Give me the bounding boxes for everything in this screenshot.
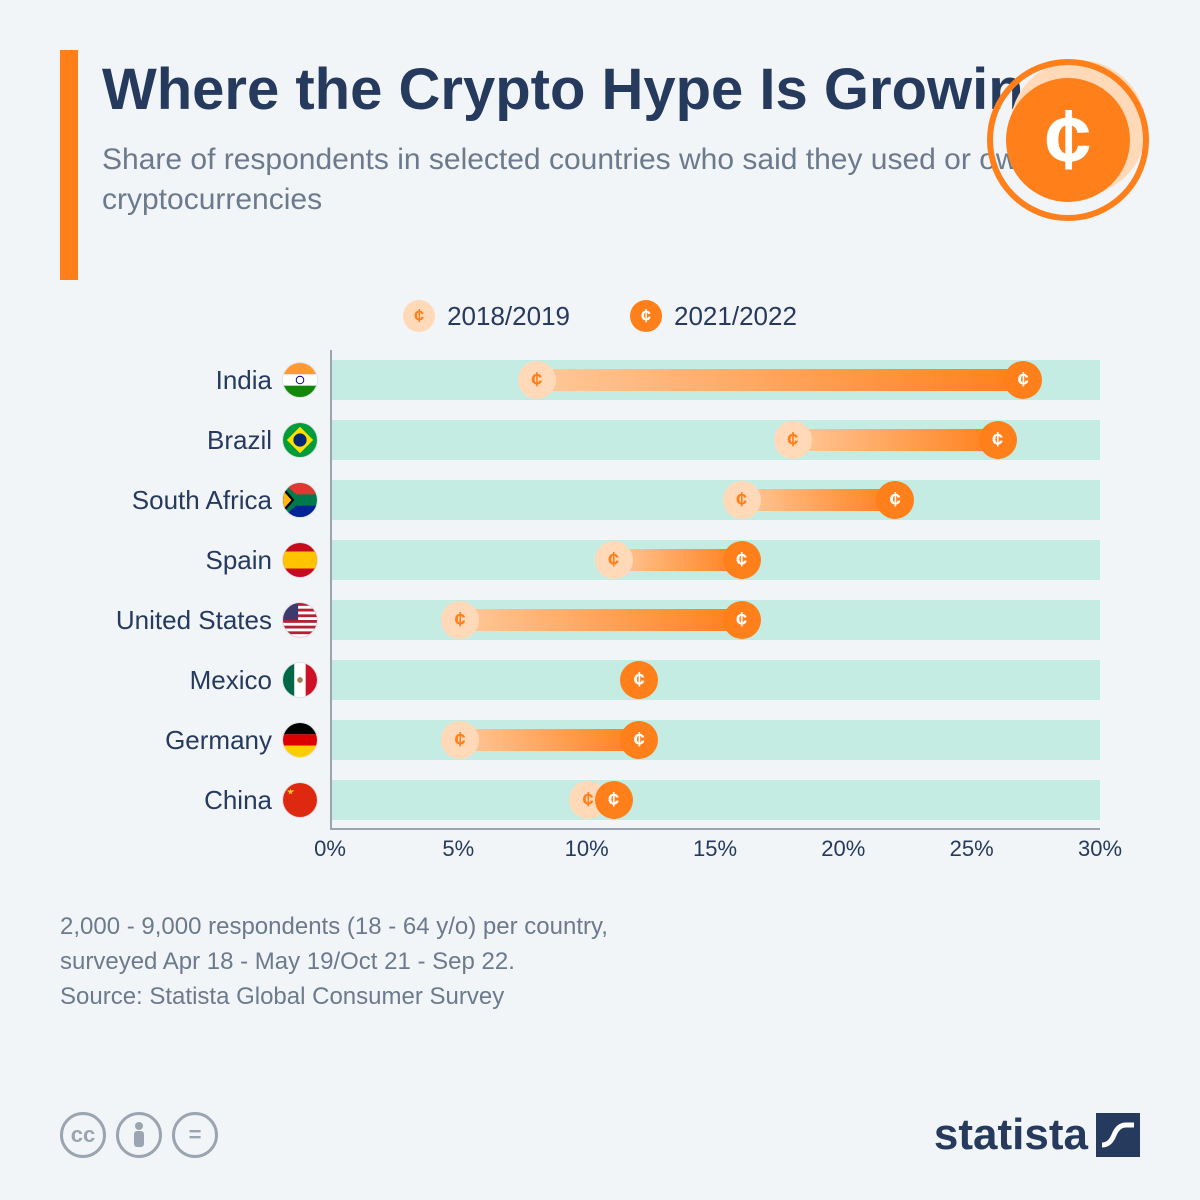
svg-text:¢: ¢: [1045, 92, 1092, 186]
marker-period1: ¢: [441, 601, 479, 639]
crypto-coin-icon: ¢: [970, 50, 1150, 230]
by-icon: [116, 1112, 162, 1158]
flag-icon: [282, 782, 318, 818]
marker-period2: ¢: [723, 601, 761, 639]
flag-icon: [282, 542, 318, 578]
flag-icon: [282, 722, 318, 758]
footnote: 2,000 - 9,000 respondents (18 - 64 y/o) …: [60, 910, 1140, 1014]
legend: ¢ 2018/2019 ¢ 2021/2022: [60, 300, 1140, 332]
connector-bar: [460, 609, 742, 631]
country-label: South Africa: [62, 480, 272, 520]
coin-icon: ¢: [630, 300, 662, 332]
footnote-line: 2,000 - 9,000 respondents (18 - 64 y/o) …: [60, 910, 1140, 945]
chart-row: Spain¢¢: [332, 540, 1100, 580]
dumbbell-chart: India¢¢Brazil¢¢South Africa¢¢Spain¢¢Unit…: [330, 350, 1100, 880]
footnote-line: surveyed Apr 18 - May 19/Oct 21 - Sep 22…: [60, 945, 1140, 980]
country-label: Germany: [62, 720, 272, 760]
marker-period1: ¢: [723, 481, 761, 519]
flag-icon: [282, 662, 318, 698]
marker-period1: ¢: [774, 421, 812, 459]
connector-bar: [793, 429, 998, 451]
brand-text: statista: [934, 1110, 1088, 1160]
footnote-line: Source: Statista Global Consumer Survey: [60, 980, 1140, 1015]
marker-period2: ¢: [876, 481, 914, 519]
chart-row: Mexico¢¢: [332, 660, 1100, 700]
connector-bar: [742, 489, 896, 511]
footer: cc = statista: [60, 1110, 1140, 1160]
flag-icon: [282, 482, 318, 518]
x-tick-label: 30%: [1078, 836, 1122, 862]
marker-period2: ¢: [620, 661, 658, 699]
legend-item-2: ¢ 2021/2022: [630, 300, 797, 332]
country-label: Spain: [62, 540, 272, 580]
chart-plot-area: India¢¢Brazil¢¢South Africa¢¢Spain¢¢Unit…: [330, 350, 1100, 830]
country-label: China: [62, 780, 272, 820]
marker-period2: ¢: [620, 721, 658, 759]
chart-row: Brazil¢¢: [332, 420, 1100, 460]
nd-icon: =: [172, 1112, 218, 1158]
legend-item-1: ¢ 2018/2019: [403, 300, 570, 332]
brand-logo: statista: [934, 1110, 1140, 1160]
connector-bar: [537, 369, 1023, 391]
flag-icon: [282, 362, 318, 398]
brand-mark-icon: [1096, 1113, 1140, 1157]
connector-bar: [460, 729, 639, 751]
marker-period1: ¢: [518, 361, 556, 399]
country-label: Mexico: [62, 660, 272, 700]
marker-period2: ¢: [1004, 361, 1042, 399]
x-tick-label: 0%: [314, 836, 346, 862]
flag-icon: [282, 602, 318, 638]
legend-label-1: 2018/2019: [447, 301, 570, 332]
x-tick-label: 20%: [821, 836, 865, 862]
country-label: Brazil: [62, 420, 272, 460]
infographic: ¢ Where the Crypto Hype Is Growing Share…: [0, 0, 1200, 1200]
marker-period1: ¢: [595, 541, 633, 579]
x-tick-label: 5%: [442, 836, 474, 862]
chart-row: United States¢¢: [332, 600, 1100, 640]
country-label: United States: [62, 600, 272, 640]
accent-bar: [60, 50, 78, 280]
coin-icon: ¢: [403, 300, 435, 332]
cc-icon: cc: [60, 1112, 106, 1158]
chart-row: Germany¢¢: [332, 720, 1100, 760]
marker-period2: ¢: [595, 781, 633, 819]
x-tick-label: 25%: [950, 836, 994, 862]
country-label: India: [62, 360, 272, 400]
legend-label-2: 2021/2022: [674, 301, 797, 332]
license-icons: cc =: [60, 1112, 218, 1158]
chart-row: India¢¢: [332, 360, 1100, 400]
flag-icon: [282, 422, 318, 458]
marker-period1: ¢: [441, 721, 479, 759]
x-axis: 0%5%10%15%20%25%30%: [330, 836, 1100, 876]
chart-row: China¢¢: [332, 780, 1100, 820]
marker-period2: ¢: [723, 541, 761, 579]
x-tick-label: 15%: [693, 836, 737, 862]
marker-period2: ¢: [979, 421, 1017, 459]
x-tick-label: 10%: [565, 836, 609, 862]
chart-row: South Africa¢¢: [332, 480, 1100, 520]
